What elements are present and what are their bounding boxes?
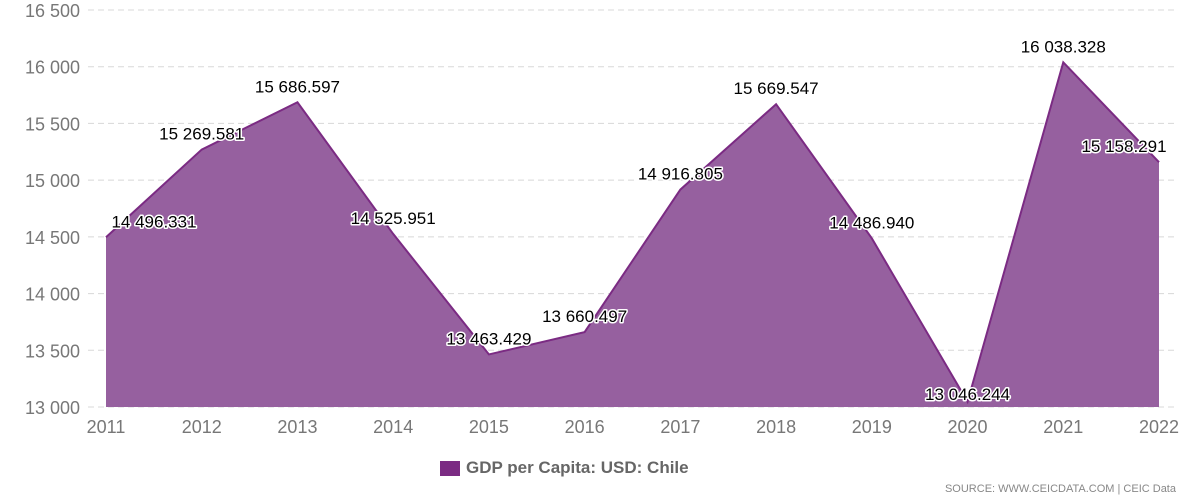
data-label: 15 686.597 [255,77,340,96]
x-tick-label: 2015 [469,417,509,437]
x-tick-label: 2021 [1043,417,1083,437]
x-tick-label: 2022 [1139,417,1179,437]
x-tick-label: 2014 [373,417,413,437]
x-tick-label: 2016 [565,417,605,437]
y-tick-label: 16 000 [25,58,80,78]
y-tick-label: 14 500 [25,228,80,248]
series-line [105,60,1160,405]
data-label: 14 525.951 [351,209,436,228]
x-tick-label: 2013 [277,417,317,437]
x-tick-label: 2011 [87,417,126,437]
data-label: 13 463.429 [446,329,531,348]
x-tick-label: 2020 [948,417,988,437]
source-note: SOURCE: WWW.CEICDATA.COM | CEIC Data [944,483,1176,495]
x-tick-label: 2017 [660,417,700,437]
legend[interactable]: GDP per Capita: USD: Chile [440,458,689,478]
data-label: 13 660.497 [542,307,627,326]
data-label: 14 486.940 [829,213,914,232]
legend-label: GDP per Capita: USD: Chile [466,458,689,477]
y-tick-label: 13 500 [25,341,80,361]
data-label: 15 269.581 [159,125,244,144]
x-tick-label: 2019 [852,417,892,437]
data-label: 15 158.291 [1081,137,1166,156]
data-label: 14 496.331 [111,212,196,231]
y-tick-label: 15 500 [25,114,80,134]
y-tick-label: 14 000 [25,285,80,305]
y-tick-label: 16 500 [25,1,80,21]
x-tick-label: 2018 [756,417,796,437]
data-label: 14 916.805 [638,165,723,184]
area-fill [106,62,1159,408]
chart-svg: 13 000 13 500 14 000 14 500 15 000 15 500 16 0… [25,1,1179,437]
data-label: 15 669.547 [734,79,819,98]
legend-swatch [440,460,460,476]
y-tick-label: 15 000 [25,171,80,191]
data-label: 13 046.244 [925,385,1010,404]
x-tick-label: 2012 [182,417,222,437]
data-label: 16 038.328 [1021,37,1106,56]
y-tick-label: 13 000 [25,398,80,418]
